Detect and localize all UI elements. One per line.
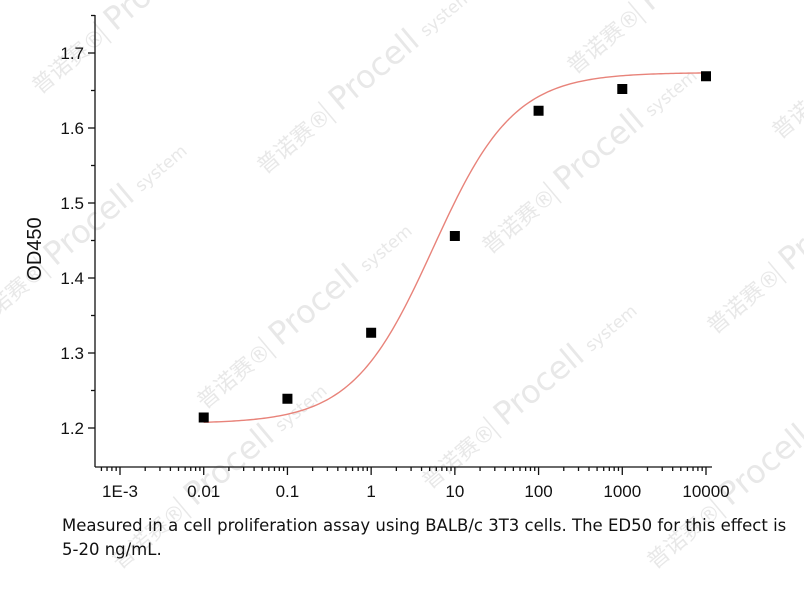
- x-tick-label: 0.01: [187, 482, 220, 501]
- watermark-chinese: 普诺赛®: [478, 184, 561, 260]
- x-tick-label: 10000: [682, 482, 729, 501]
- data-points-layer: [198, 71, 711, 423]
- fit-curve-layer: [203, 72, 707, 423]
- watermark-suffix: system: [131, 141, 191, 196]
- axes: 1.2 1.3 1.4 1.5 1.6 1.7 1E-3 0.01 0.1 1 10 100 1000 1…: [24, 14, 730, 501]
- watermark-brand: Procell: [546, 101, 651, 198]
- watermark-chinese: 普诺赛®: [563, 4, 646, 80]
- data-point: [617, 84, 628, 94]
- watermark-divider: [707, 496, 727, 519]
- watermark-chinese: 普诺赛®: [193, 339, 276, 415]
- y-tick-label: 1.7: [60, 44, 84, 63]
- data-point: [198, 412, 209, 423]
- x-tick-label: 1: [366, 482, 375, 501]
- watermark-divider: [317, 101, 337, 124]
- watermark-suffix: system: [416, 0, 476, 41]
- y-tick-label: 1.4: [60, 269, 84, 288]
- watermark-divider: [92, 21, 112, 44]
- data-point: [449, 231, 460, 241]
- watermark-brand: Procell: [321, 21, 426, 118]
- watermark-brand: Procell: [771, 181, 804, 278]
- watermark-divider: [172, 496, 192, 519]
- watermark-brand: Procell: [486, 336, 591, 433]
- chart-caption: Measured in a cell proliferation assay u…: [62, 516, 787, 559]
- data-point: [701, 71, 711, 82]
- watermark-suffix: system: [581, 301, 641, 356]
- watermark-divider: [482, 416, 502, 439]
- y-tick-label: 1.2: [60, 419, 84, 438]
- watermark-divider: [627, 1, 647, 24]
- data-point: [282, 393, 293, 404]
- watermark-chinese: 普诺赛®: [703, 264, 786, 340]
- watermark-brand: Procell: [261, 256, 366, 353]
- y-tick-label: 1.6: [60, 119, 84, 138]
- watermark-brand: Procell: [36, 176, 141, 273]
- x-tick-label: 0.1: [276, 482, 300, 501]
- fit-curve-line: [203, 72, 707, 423]
- y-tick-label: 1.5: [60, 194, 84, 213]
- watermark-suffix: system: [356, 221, 416, 276]
- watermark-brand: Procell: [631, 0, 736, 18]
- y-axis-title: OD450: [24, 217, 46, 280]
- x-tick-label: 10: [445, 482, 464, 501]
- watermark-brand: Procell: [96, 0, 201, 38]
- watermark-divider: [32, 256, 52, 279]
- watermark-chinese: 普诺赛®: [253, 104, 336, 180]
- y-tick-label: 1.3: [60, 344, 84, 363]
- x-tick-label: 100: [524, 482, 552, 501]
- watermark-divider: [767, 261, 787, 284]
- data-point: [366, 327, 377, 338]
- watermark-suffix: system: [271, 381, 331, 436]
- watermark-chinese: 普诺赛®: [768, 69, 804, 145]
- data-point: [533, 105, 544, 116]
- x-tick-label: 1E-3: [102, 482, 138, 501]
- watermark-divider: [542, 181, 562, 204]
- watermark-divider: [257, 336, 277, 359]
- x-tick-label: 1000: [603, 482, 641, 501]
